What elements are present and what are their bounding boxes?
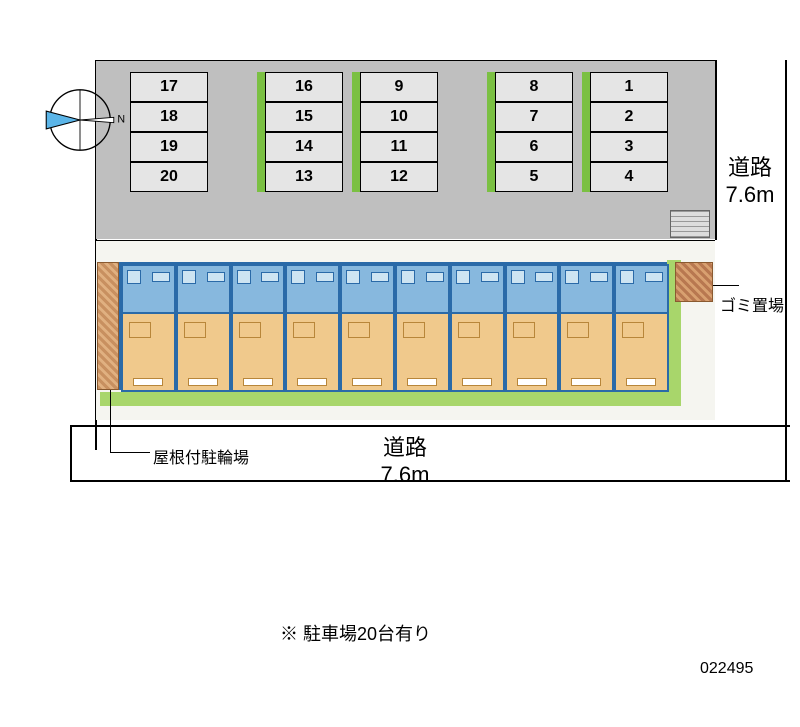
road-label-right: 道路 7.6m [715, 150, 785, 208]
parking-slot: 3 [590, 132, 668, 162]
parking-slot: 7 [495, 102, 573, 132]
parking-slot: 8 [495, 72, 573, 102]
unit-living-area [341, 313, 394, 391]
parking-slot: 11 [360, 132, 438, 162]
unit-wet-area [506, 265, 559, 313]
road-label-bottom-width: 7.6m [345, 462, 465, 488]
garbage-label: ゴミ置場 [720, 292, 784, 316]
parking-slot: 6 [495, 132, 573, 162]
apartment-unit [505, 264, 560, 392]
planting-strip [352, 72, 360, 192]
parking-slot: 20 [130, 162, 208, 192]
garbage-area [675, 262, 713, 302]
lawn-bottom [100, 392, 680, 406]
unit-wet-area [177, 265, 230, 313]
parking-slot: 13 [265, 162, 343, 192]
property-outline [70, 425, 790, 427]
unit-living-area [232, 313, 285, 391]
unit-living-area [396, 313, 449, 391]
parking-slot: 16 [265, 72, 343, 102]
unit-living-area [560, 313, 613, 391]
apartment-unit [450, 264, 505, 392]
leader-garbage [713, 285, 739, 286]
parking-slot: 4 [590, 162, 668, 192]
road-label-right-text: 道路 [715, 150, 785, 182]
compass-icon: N [35, 80, 125, 160]
road-right-border [785, 60, 787, 480]
apartment-unit [559, 264, 614, 392]
bike-parking-label: 屋根付駐輪場 [153, 444, 249, 468]
road-label-right-width: 7.6m [715, 182, 785, 208]
stairs [670, 210, 710, 238]
site-plan: 1718192016151413910111287651234 N 道路 7.6… [15, 30, 785, 570]
unit-living-area [615, 313, 668, 391]
unit-living-area [506, 313, 559, 391]
parking-slot: 18 [130, 102, 208, 132]
parking-slot: 9 [360, 72, 438, 102]
road-label-bottom: 道路 7.6m [345, 430, 465, 488]
road-area-left [70, 425, 72, 480]
unit-wet-area [122, 265, 175, 313]
parking-slot: 17 [130, 72, 208, 102]
unit-wet-area [232, 265, 285, 313]
parking-slot: 1 [590, 72, 668, 102]
parking-slot: 19 [130, 132, 208, 162]
planting-strip [257, 72, 265, 192]
leader-bike-h [110, 452, 150, 453]
planting-strip [582, 72, 590, 192]
unit-living-area [177, 313, 230, 391]
parking-slot: 5 [495, 162, 573, 192]
apartment-unit [340, 264, 395, 392]
planting-strip [487, 72, 495, 192]
unit-living-area [122, 313, 175, 391]
apartment-unit [285, 264, 340, 392]
road-label-bottom-text: 道路 [345, 430, 465, 462]
apartment-unit [395, 264, 450, 392]
unit-wet-area [341, 265, 394, 313]
bike-shelter [97, 262, 119, 390]
unit-living-area [286, 313, 339, 391]
parking-slot: 14 [265, 132, 343, 162]
apartment-unit [614, 264, 669, 392]
footer-note: ※ 駐車場20台有り [280, 620, 431, 646]
apartment-unit [176, 264, 231, 392]
building [119, 262, 667, 390]
compass-north-label: N [117, 114, 125, 126]
parking-slot: 2 [590, 102, 668, 132]
plan-number: 022495 [700, 660, 753, 678]
leader-bike [110, 390, 111, 452]
apartment-unit [231, 264, 286, 392]
unit-wet-area [560, 265, 613, 313]
parking-slot: 12 [360, 162, 438, 192]
parking-slot: 15 [265, 102, 343, 132]
apartment-unit [121, 264, 176, 392]
unit-wet-area [615, 265, 668, 313]
unit-living-area [451, 313, 504, 391]
unit-wet-area [451, 265, 504, 313]
parking-slot: 10 [360, 102, 438, 132]
unit-wet-area [286, 265, 339, 313]
unit-wet-area [396, 265, 449, 313]
